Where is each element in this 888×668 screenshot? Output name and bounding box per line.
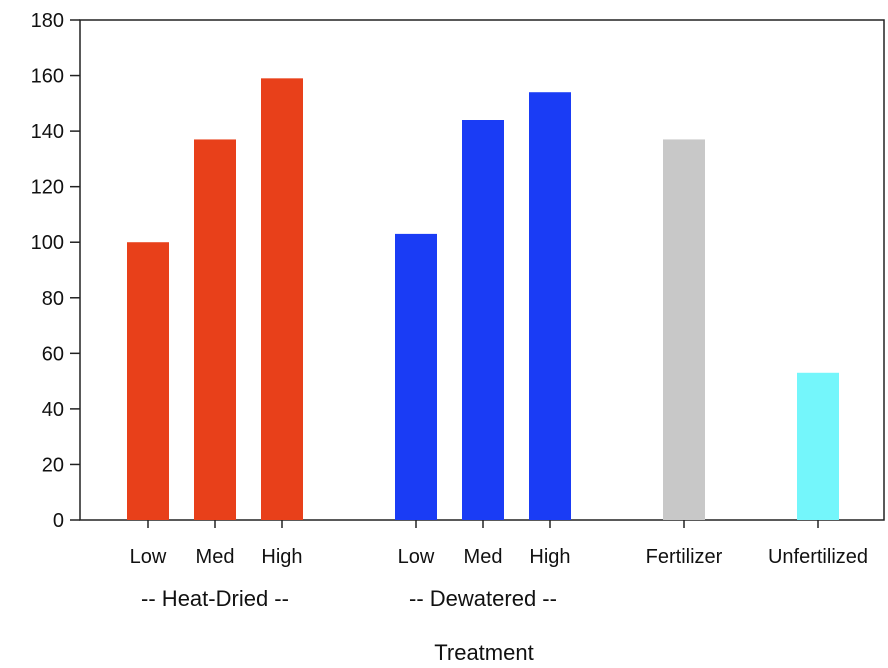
x-tick-label: High <box>261 546 302 568</box>
group-label: -- Dewatered -- <box>409 586 557 611</box>
x-tick-label: High <box>529 546 570 568</box>
bar-8 <box>797 372 839 520</box>
x-tick-label: Med <box>464 546 503 568</box>
x-tick-label: Fertilizer <box>646 546 723 568</box>
group-label: -- Heat-Dried -- <box>141 586 289 611</box>
bar-4 <box>395 233 437 520</box>
bar-5 <box>462 120 504 520</box>
y-axis-ticks: 0 20 40 60 80 100 120 140 160 180 <box>31 10 80 532</box>
bar-1 <box>127 242 169 520</box>
y-tick-label: 20 <box>42 454 64 476</box>
y-tick-label: 100 <box>31 232 64 254</box>
bar-2 <box>194 139 236 520</box>
y-tick-label: 160 <box>31 66 64 88</box>
bar-3 <box>261 78 303 520</box>
x-tick-label: Low <box>398 546 435 568</box>
bars <box>127 78 839 520</box>
group-labels: -- Heat-Dried -- -- Dewatered -- <box>141 586 557 611</box>
x-tick-label: Unfertilized <box>768 546 868 568</box>
x-axis-labels: Low Med High Low Med High Fertilizer Unfertiliz… <box>130 520 868 568</box>
bar-6 <box>529 92 571 520</box>
x-axis-title: Treatment <box>434 640 533 665</box>
x-tick-label: Low <box>130 546 167 568</box>
y-tick-label: 0 <box>53 510 64 532</box>
x-tick-label: Med <box>196 546 235 568</box>
y-tick-label: 120 <box>31 177 64 199</box>
y-tick-label: 40 <box>42 399 64 421</box>
y-tick-label: 80 <box>42 288 64 310</box>
bar-7 <box>663 139 705 520</box>
y-tick-label: 60 <box>42 343 64 365</box>
y-tick-label: 180 <box>31 10 64 32</box>
y-tick-label: 140 <box>31 121 64 143</box>
